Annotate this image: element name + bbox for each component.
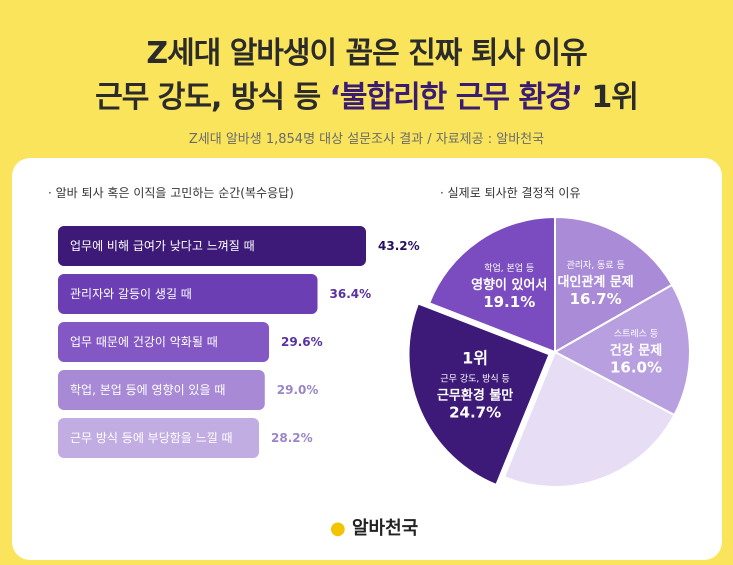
bar xyxy=(58,226,366,266)
logo-text: 알바천국 xyxy=(352,518,419,539)
bar xyxy=(58,418,260,458)
pie-slice-label: 관리자, 동료 등 xyxy=(566,260,624,271)
pie-slice-label: 영향이 있어서 xyxy=(471,277,547,293)
pie-slice-label: 근무환경 불만 xyxy=(437,387,513,403)
pie-slice xyxy=(552,283,691,417)
bar-value-label: 29.0% xyxy=(277,383,319,397)
bar-value-label: 28.2% xyxy=(271,431,313,445)
bar xyxy=(58,274,318,314)
pie-slice xyxy=(427,215,556,354)
pie-slice-label: 16.0% xyxy=(610,359,662,377)
pie-slice-label: 스트레스 등 xyxy=(614,329,658,340)
pie-slice-label: 건강 문제 xyxy=(610,343,662,359)
bar-value-label: 29.6% xyxy=(281,335,323,349)
bar-value-label: 43.2% xyxy=(378,239,420,253)
bar-label: 학업, 본업 등에 영향이 있을 때 xyxy=(70,383,225,397)
pie-slice xyxy=(554,215,674,354)
pie-slice-label: 학업, 본업 등 xyxy=(484,263,534,274)
bar-label: 관리자와 갈등이 생길 때 xyxy=(70,287,192,301)
coin-icon: ● xyxy=(330,518,346,539)
bar xyxy=(58,370,265,410)
pie-chart-title: · 실제로 퇴사한 결정적 이유 xyxy=(440,186,581,200)
title-line-1: Z세대 알바생이 꼽은 진짜 퇴사 이유 xyxy=(146,36,587,71)
bar xyxy=(58,322,270,362)
subtitle: Z세대 알바생 1,854명 대상 설문조사 결과 / 자료제공 : 알바천국 xyxy=(188,132,545,147)
pie-slice-label: 16.7% xyxy=(570,290,622,308)
pie-slice-label: 대인관계 문제 xyxy=(557,274,633,290)
title-line-2: 근무 강도, 방식 등 ‘불합리한 근무 환경’ 1위 xyxy=(0,72,733,116)
pie-slice-label: 근무 강도, 방식 등 xyxy=(440,373,509,384)
pie-slice-label: 19.1% xyxy=(483,293,535,311)
bar-label: 업무에 비해 급여가 낮다고 느껴질 때 xyxy=(70,239,255,253)
pie-slice-label: 1위 xyxy=(462,348,488,367)
bar-value-label: 36.4% xyxy=(330,287,372,301)
brand-logo: ● 알바천국 xyxy=(330,514,418,540)
title-line-2-highlight: ‘불합리한 근무 환경’ xyxy=(329,80,582,115)
pie-slice xyxy=(502,350,676,488)
title-line-2-prefix: 근무 강도, 방식 등 xyxy=(95,80,330,115)
bar-label: 근무 방식 등에 부당함을 느낄 때 xyxy=(70,431,233,445)
pie-slice xyxy=(407,302,551,487)
bar-label: 업무 때문에 건강이 악화될 때 xyxy=(70,335,218,349)
title-line-2-suffix: 1위 xyxy=(581,80,638,115)
bar-chart-title: · 알바 퇴사 혹은 이직을 고민하는 순간(복수응답) xyxy=(48,186,294,200)
pie-slice-label: 24.7% xyxy=(449,403,501,421)
